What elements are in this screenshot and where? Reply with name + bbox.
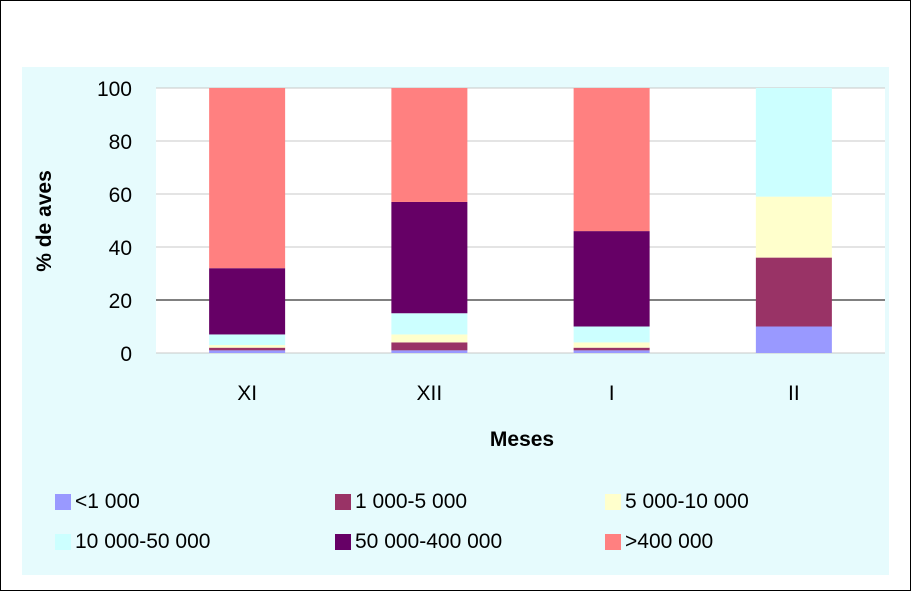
legend-label: >400 000 [625, 530, 714, 553]
bar-segment-XII-5 [391, 88, 468, 202]
y-tick-label: 40 [109, 237, 132, 260]
bar-segment-XII-0 [391, 350, 468, 353]
x-tick-label: II [788, 382, 800, 405]
legend-swatch [335, 494, 351, 510]
bar-segment-XI-5 [209, 88, 286, 269]
legend-item: <1 000 [55, 487, 140, 517]
legend-swatch [605, 494, 621, 510]
legend-swatch [55, 494, 71, 510]
bar-segment-XII-3 [391, 313, 468, 335]
x-tick-label: XI [237, 382, 257, 405]
legend-label: 50 000-400 000 [355, 530, 503, 553]
legend-label: 5 000-10 000 [625, 490, 749, 513]
bar-segment-XI-1 [209, 347, 286, 351]
legend-item: 10 000-50 000 [55, 527, 210, 557]
bar-segment-I-4 [573, 231, 650, 327]
y-tick-label: 80 [109, 131, 132, 154]
y-tick-label: 0 [120, 343, 132, 366]
bar-segment-I-2 [573, 342, 650, 348]
bar-segment-XI-2 [209, 345, 286, 348]
bar-segment-I-1 [573, 347, 650, 351]
bar-segment-I-5 [573, 88, 650, 232]
y-tick-label: 100 [97, 78, 132, 101]
bar-segment-II-0 [755, 326, 832, 353]
bar-segment-II-2 [755, 196, 832, 258]
bar-segment-XII-4 [391, 201, 468, 314]
bar-segment-II-1 [755, 257, 832, 327]
y-tick-label: 60 [109, 184, 132, 207]
x-axis-title: Meses [490, 428, 554, 451]
bar-segment-XII-1 [391, 342, 468, 351]
legend-item: 5 000-10 000 [605, 487, 749, 517]
legend-swatch [335, 534, 351, 550]
bar-segment-I-3 [573, 326, 650, 343]
legend-label: <1 000 [75, 490, 140, 513]
legend-swatch [605, 534, 621, 550]
legend: <1 000 1 000-5 000 5 000-10 000 10 000-50 0… [55, 487, 895, 577]
legend-label: 10 000-50 000 [75, 530, 211, 553]
legend-item: 1 000-5 000 [335, 487, 467, 517]
y-tick-label: 20 [109, 290, 132, 313]
bar-segment-XII-2 [391, 334, 468, 343]
bar-segment-II-3 [755, 88, 832, 197]
bar-segment-XI-0 [209, 350, 286, 353]
legend-item: >400 000 [605, 527, 713, 557]
y-axis-title: % de aves [33, 170, 56, 272]
x-tick-label: I [609, 382, 615, 405]
bar-segment-XI-3 [209, 334, 286, 346]
legend-item: 50 000-400 000 [335, 527, 502, 557]
bar-segment-XI-4 [209, 268, 286, 335]
x-tick-label: XII [417, 382, 443, 405]
bar-segment-I-0 [573, 350, 650, 353]
legend-label: 1 000-5 000 [355, 490, 468, 513]
legend-swatch [55, 534, 71, 550]
